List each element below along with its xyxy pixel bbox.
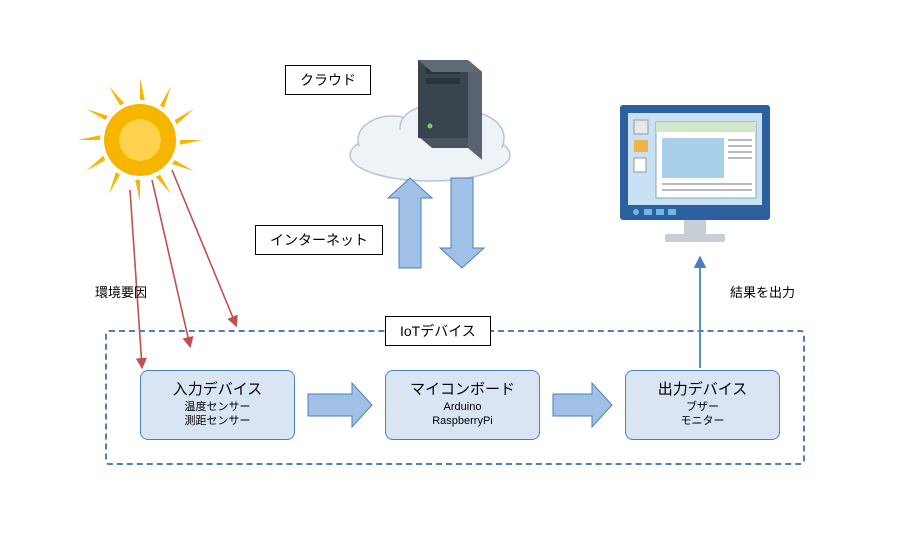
output-device-line1: ブザー — [632, 400, 773, 414]
output-device-box: 出力デバイス ブザー モニター — [625, 370, 780, 440]
mcu-board-line2: RaspberryPi — [392, 414, 533, 428]
sun-icon — [78, 78, 202, 202]
iot-device-label: IoTデバイス — [385, 316, 491, 346]
cloud-icon — [350, 106, 510, 181]
env-factor-label: 環境要因 — [95, 282, 147, 301]
input-device-line2: 測距センサー — [147, 414, 288, 428]
monitor-icon — [620, 105, 770, 242]
input-device-line1: 温度センサー — [147, 400, 288, 414]
output-device-line2: モニター — [632, 414, 773, 428]
input-device-box: 入力デバイス 温度センサー 測距センサー — [140, 370, 295, 440]
input-device-title: 入力デバイス — [147, 379, 288, 400]
server-icon — [418, 60, 482, 160]
mcu-board-title: マイコンボード — [392, 379, 533, 400]
internet-label: インターネット — [255, 225, 383, 255]
mcu-board-box: マイコンボード Arduino RaspberryPi — [385, 370, 540, 440]
cloud-label: クラウド — [285, 65, 371, 95]
mcu-board-line1: Arduino — [392, 400, 533, 414]
result-output-label: 結果を出力 — [730, 282, 795, 301]
output-device-title: 出力デバイス — [632, 379, 773, 400]
